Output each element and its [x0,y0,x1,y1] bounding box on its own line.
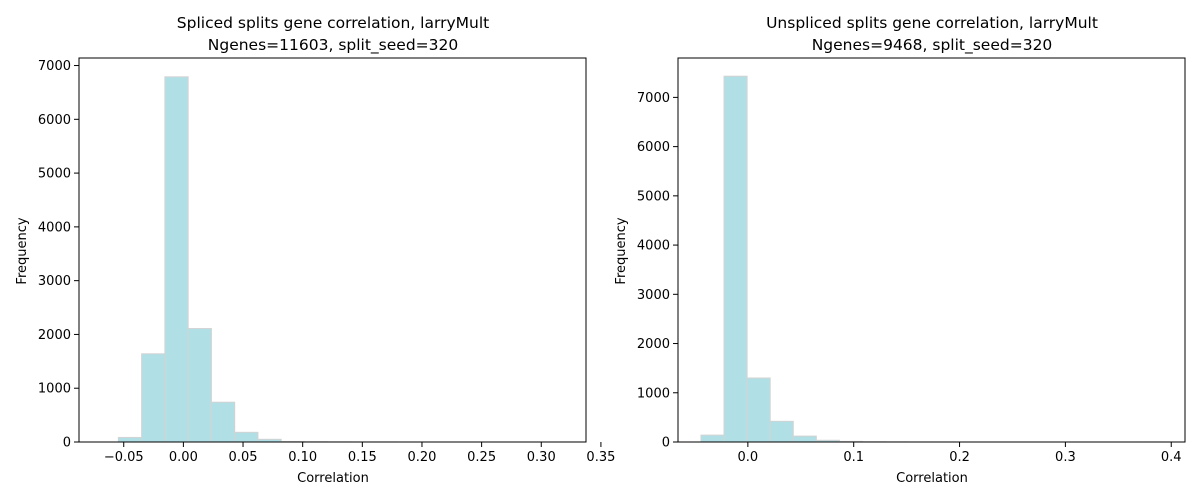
y-tick-label: 7000 [637,91,670,106]
y-tick-label: 5000 [38,167,71,182]
y-tick-label: 6000 [637,140,670,155]
chart-title-line1: Unspliced splits gene correlation, larry… [766,14,1098,32]
y-tick-label: 1000 [637,386,670,401]
y-tick-label: 0 [63,436,71,451]
spliced-histogram-panel: Spliced splits gene correlation, larryMu… [15,14,615,486]
y-tick-label: 5000 [637,189,670,204]
histogram-bar-3 [769,420,794,443]
histogram-bar-0 [117,436,143,443]
x-tick-label: −0.05 [104,450,144,465]
x-axis-label: Correlation [297,471,369,486]
histogram-bar-1 [723,75,748,443]
y-tick-label: 7000 [38,59,71,74]
y-tick-label: 3000 [637,288,670,303]
histogram-bar-5 [234,431,259,443]
x-tick-label: 0.00 [169,450,198,465]
y-tick-label: 3000 [38,274,71,289]
histogram-bar-0 [700,434,725,443]
plot-frame [78,57,587,443]
y-tick-label: 2000 [637,337,670,352]
y-axis-label: Frequency [15,217,30,284]
x-tick-label: 0.0 [738,450,759,465]
x-tick-label: 0.25 [467,450,496,465]
chart-title-line2: Ngenes=11603, split_seed=320 [208,36,458,55]
x-axis-ticks: −0.05 0.00 0.05 0.10 0.15 0.20 0.25 0.30 0.35 [104,442,615,465]
x-tick-label: 0.20 [407,450,436,465]
y-tick-label: 6000 [38,113,71,128]
y-tick-label: 1000 [38,382,71,397]
histogram-bar-1 [141,353,166,443]
x-axis-ticks: 0.0 0.1 0.2 0.3 0.4 [738,442,1182,465]
x-tick-label: 0.1 [843,450,864,465]
chart-title-line1: Spliced splits gene correlation, larryMu… [177,14,489,32]
x-tick-label: 0.35 [586,450,615,465]
x-tick-label: 0.15 [348,450,377,465]
x-tick-label: 0.3 [1055,450,1076,465]
x-tick-label: 0.30 [527,450,556,465]
y-axis-label: Frequency [614,217,629,284]
x-tick-label: 0.10 [288,450,317,465]
chart-title-line2: Ngenes=9468, split_seed=320 [812,36,1053,55]
plot-frame [677,57,1186,443]
histogram-bar-2 [164,76,189,443]
y-tick-label: 4000 [38,220,71,235]
y-tick-label: 4000 [637,239,670,254]
x-tick-label: 0.4 [1161,450,1182,465]
unspliced-histogram-panel: Unspliced splits gene correlation, larry… [614,14,1186,486]
y-tick-label: 0 [662,436,670,451]
histogram-bar-3 [187,328,212,443]
x-tick-label: 0.05 [229,450,258,465]
y-tick-label: 2000 [38,328,71,343]
x-axis-label: Correlation [896,471,968,486]
y-axis-ticks: 0 1000 2000 3000 4000 5000 6000 7000 [637,91,678,451]
histogram-bar-4 [210,401,236,443]
x-tick-label: 0.2 [949,450,970,465]
histogram-bar-4 [792,435,817,443]
histogram-bars [700,75,1163,443]
histogram-bar-2 [746,377,771,443]
histogram-bars [117,76,585,443]
y-axis-ticks: 0 1000 2000 3000 4000 5000 6000 7000 [38,59,79,451]
